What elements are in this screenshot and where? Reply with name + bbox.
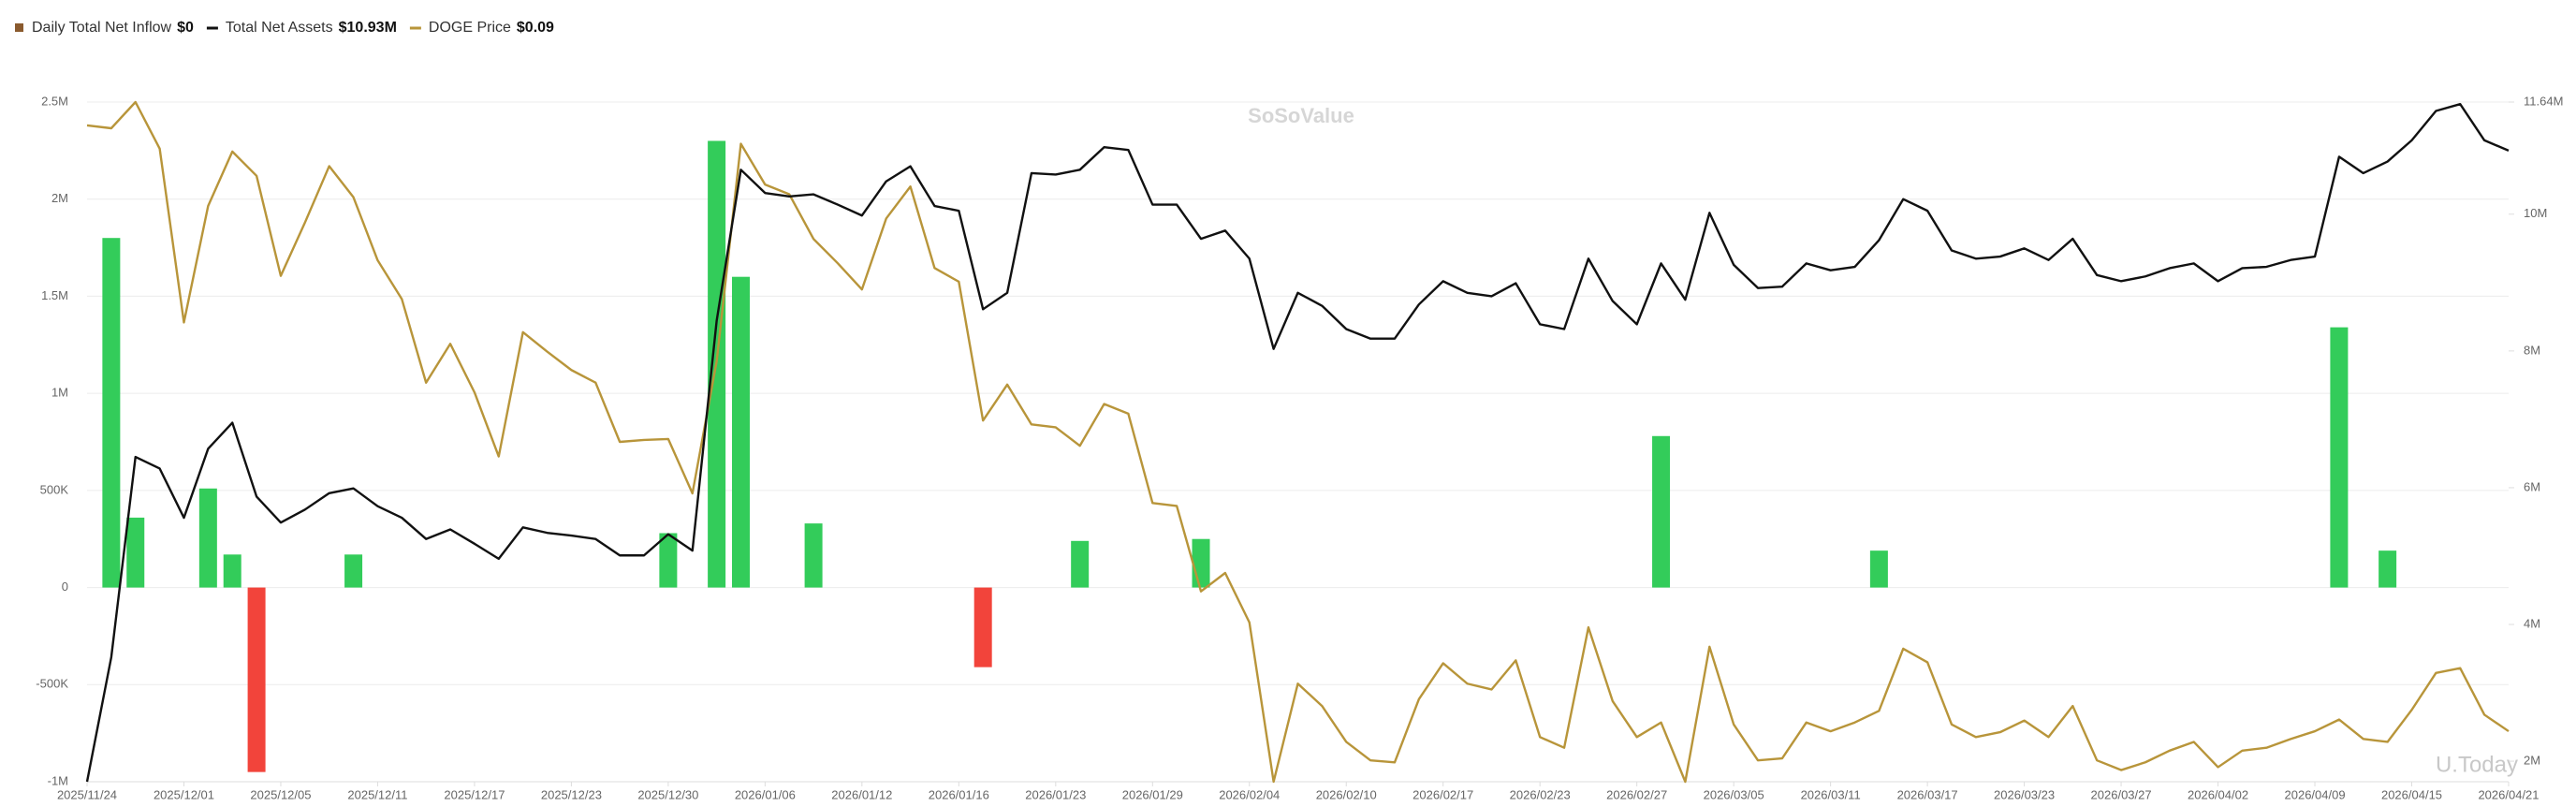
line <box>85 102 2510 783</box>
x-tick-label: 2025/12/05 <box>250 787 311 801</box>
legend-swatch <box>15 23 23 32</box>
x-tick-label: 2025/12/11 <box>347 787 407 801</box>
x-tick-label: 2026/03/23 <box>1994 787 2055 801</box>
bar <box>1652 435 1671 588</box>
bar <box>344 554 363 588</box>
x-tick-label: 2025/12/23 <box>541 787 602 801</box>
bar <box>2378 550 2397 588</box>
legend-value: $0 <box>177 20 194 36</box>
y-tick-label: -500K <box>36 677 68 691</box>
y2-tick-label: 11.64M <box>2524 94 2563 108</box>
bar <box>659 533 678 588</box>
x-tick-label: 2026/03/05 <box>1704 787 1764 801</box>
x-tick-label: 2026/04/21 <box>2478 787 2539 801</box>
legend-label: Daily Total Net Inflow <box>32 20 172 36</box>
y-tick-label: 500K <box>40 482 69 496</box>
y2-tick-label: 10M <box>2524 206 2547 220</box>
x-tick-label: 2026/02/23 <box>1510 787 1571 801</box>
bar <box>1869 550 1888 588</box>
x-tick-label: 2026/02/04 <box>1219 787 1280 801</box>
bar <box>102 238 121 588</box>
x-tick-label: 2026/02/27 <box>1606 787 1667 801</box>
x-tick-label: 2026/03/11 <box>1801 787 1861 801</box>
line <box>86 100 2510 784</box>
x-tick-label: 2025/11/24 <box>57 787 117 801</box>
bar <box>223 554 242 588</box>
x-tick-label: 2026/01/23 <box>1025 787 1086 801</box>
x-tick-label: 2026/01/06 <box>735 787 796 801</box>
bar <box>804 523 823 588</box>
legend-label: Total Net Assets <box>226 20 333 36</box>
watermark: SoSoValue <box>1248 104 1354 127</box>
y2-tick-label: 8M <box>2524 343 2540 357</box>
x-tick-label: 2026/03/17 <box>1897 787 1958 801</box>
y-tick-label: 1.5M <box>41 288 68 302</box>
x-tick-label: 2026/04/15 <box>2381 787 2442 801</box>
bar <box>1071 540 1090 588</box>
y-tick-label: 2.5M <box>41 94 68 108</box>
bar <box>247 587 266 772</box>
x-tick-label: 2026/01/12 <box>831 787 892 801</box>
x-tick-label: 2026/02/17 <box>1412 787 1473 801</box>
bar <box>731 276 750 588</box>
x-tick-label: 2025/12/01 <box>154 787 214 801</box>
y2-tick-label: 2M <box>2524 754 2540 768</box>
x-tick-label: 2026/01/16 <box>929 787 989 801</box>
x-tick-label: 2026/03/27 <box>2091 787 2152 801</box>
y-tick-label: 1M <box>51 386 68 400</box>
y-tick-label: -1M <box>48 773 68 787</box>
bar <box>198 488 217 588</box>
x-tick-label: 2026/01/29 <box>1122 787 1183 801</box>
bar <box>126 517 145 588</box>
legend-value: $10.93M <box>339 20 397 36</box>
x-tick-label: 2026/02/10 <box>1316 787 1377 801</box>
bar <box>1192 538 1210 588</box>
y-tick-label: 0 <box>62 580 68 594</box>
legend-value: $0.09 <box>517 20 554 36</box>
x-tick-label: 2025/12/17 <box>444 787 505 801</box>
y2-tick-label: 4M <box>2524 616 2540 630</box>
y2-tick-label: 6M <box>2524 479 2540 493</box>
bar <box>973 587 992 668</box>
y-tick-label: 2M <box>51 191 68 205</box>
x-tick-label: 2025/12/30 <box>637 787 698 801</box>
x-tick-label: 2026/04/09 <box>2285 787 2346 801</box>
legend-label: DOGE Price <box>429 20 511 36</box>
corner-watermark: U.Today <box>2436 752 2518 777</box>
bar <box>2330 327 2349 588</box>
x-tick-label: 2026/04/02 <box>2188 787 2248 801</box>
